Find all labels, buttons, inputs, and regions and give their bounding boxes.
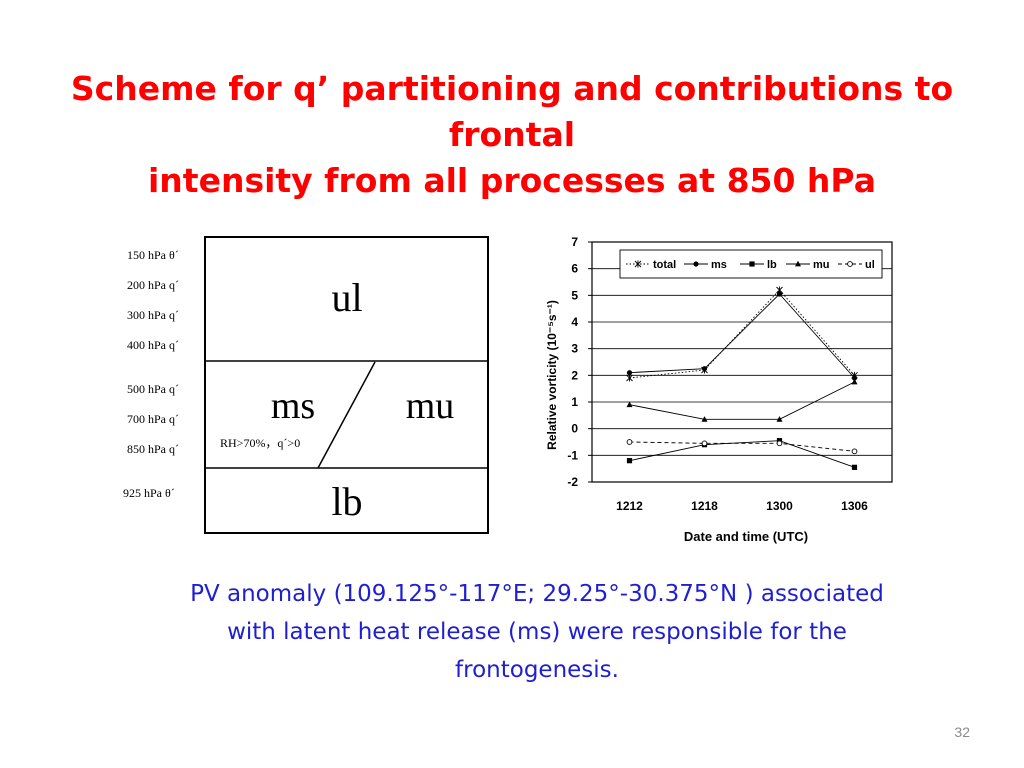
series-line xyxy=(629,293,855,379)
y-tick-label: 4 xyxy=(571,315,578,329)
partition-scheme-diagram: 150 hPa θ´ 200 hPa q´ 300 hPa q´ 400 hPa… xyxy=(110,225,510,545)
level-label: 400 hPa q´ xyxy=(127,338,179,352)
y-tick-label: 3 xyxy=(571,342,578,356)
slide-title: Scheme for q’ partitioning and contribut… xyxy=(40,66,984,204)
data-point xyxy=(634,260,642,268)
ul-region-label: ul xyxy=(331,275,362,320)
level-label: 500 hPa q´ xyxy=(127,382,179,396)
condition-label: RH>70%，q´>0 xyxy=(220,436,300,450)
data-point xyxy=(851,464,858,470)
data-point xyxy=(626,401,633,408)
axis-layer: -2 -1 0 1 2 3 4 5 6 7 1212 1218 1300 1306 xyxy=(567,235,893,513)
y-tick-label: 5 xyxy=(571,288,578,302)
x-tick-label: 1212 xyxy=(616,499,643,513)
mu-region-label: mu xyxy=(406,385,455,427)
legend-label: ms xyxy=(711,259,727,271)
series-ms xyxy=(626,291,858,381)
y-tick-label: 0 xyxy=(571,422,578,436)
series-total xyxy=(626,286,858,382)
chart-legend: total ms lb mu ul xyxy=(619,249,883,279)
series-line xyxy=(629,441,855,452)
y-axis-label: Relative vorticity (10⁻⁵s⁻¹) xyxy=(545,300,559,450)
data-point xyxy=(626,374,633,382)
level-label: 200 hPa q´ xyxy=(127,278,179,292)
y-tick-label: -2 xyxy=(567,475,578,489)
legend-item-ul: ul xyxy=(838,259,875,271)
data-point xyxy=(701,440,708,447)
data-point xyxy=(626,370,633,376)
vorticity-chart-svg: -2 -1 0 1 2 3 4 5 6 7 1212 1218 1300 1306 total ms lb mu… xyxy=(545,235,893,544)
legend-item-lb: lb xyxy=(740,259,777,271)
page-number: 32 xyxy=(954,724,970,740)
x-axis-label: Date and time (UTC) xyxy=(684,529,808,544)
data-point xyxy=(749,261,755,267)
legend-label: total xyxy=(653,259,676,271)
series-ul xyxy=(626,439,858,455)
slide-title-line-1: Scheme for q’ partitioning and contribut… xyxy=(70,69,954,154)
data-point xyxy=(851,375,858,381)
series-line xyxy=(629,381,855,420)
legend-item-mu: mu xyxy=(786,259,830,271)
level-label: 850 hPa q´ xyxy=(127,442,179,456)
legend-label: lb xyxy=(767,259,777,271)
slide-title-line-2: intensity from all processes at 850 hPa xyxy=(147,161,876,200)
level-label: 700 hPa q´ xyxy=(127,412,179,426)
y-tick-label: 2 xyxy=(571,368,578,382)
lb-region-label: lb xyxy=(331,479,362,524)
data-point xyxy=(795,260,801,267)
x-tick-label: 1300 xyxy=(766,499,793,513)
legend-label: mu xyxy=(813,259,830,271)
y-tick-label: 6 xyxy=(571,262,578,276)
data-point xyxy=(776,291,783,297)
ms-mu-divider xyxy=(317,361,376,469)
legend-item-ms: ms xyxy=(684,259,727,271)
y-tick-label: -1 xyxy=(567,448,578,462)
x-tick-label: 1218 xyxy=(691,499,718,513)
series-line xyxy=(629,440,855,468)
caption: PV anomaly (109.125°-117°E; 29.25°-30.37… xyxy=(150,575,924,689)
data-point xyxy=(626,458,633,464)
data-point xyxy=(776,416,783,422)
y-tick-label: 1 xyxy=(571,395,578,409)
data-point xyxy=(847,261,853,267)
caption-line-2: with latent heat release (ms) were respo… xyxy=(227,619,847,645)
level-label: 300 hPa q´ xyxy=(127,308,179,322)
series-line xyxy=(629,289,855,379)
series-mu xyxy=(626,378,858,422)
legend-label: ul xyxy=(865,259,875,271)
plot-frame xyxy=(591,241,893,483)
legend-item-total: total xyxy=(626,259,676,271)
level-label: 150 hPa θ´ xyxy=(127,248,179,262)
x-tick-label: 1306 xyxy=(841,499,868,513)
series-layer xyxy=(626,286,858,470)
data-point xyxy=(693,261,699,267)
vorticity-chart: -2 -1 0 1 2 3 4 5 6 7 1212 1218 1300 1306 total ms lb mu… xyxy=(530,225,910,555)
ms-region-label: ms xyxy=(271,385,315,427)
scheme-box xyxy=(204,236,489,534)
data-point xyxy=(851,378,858,385)
data-point xyxy=(701,366,708,372)
data-point xyxy=(626,439,633,445)
data-point xyxy=(701,416,708,422)
data-point xyxy=(776,440,783,447)
y-tick-label: 7 xyxy=(571,235,578,249)
level-label: 925 hPa θ´ xyxy=(123,486,175,500)
caption-line-1: PV anomaly (109.125°-117°E; 29.25°-30.37… xyxy=(190,581,884,607)
caption-line-3: frontogenesis. xyxy=(455,657,619,683)
data-point xyxy=(851,448,858,455)
partition-scheme-svg: 150 hPa θ´ 200 hPa q´ 300 hPa q´ 400 hPa… xyxy=(123,236,489,534)
